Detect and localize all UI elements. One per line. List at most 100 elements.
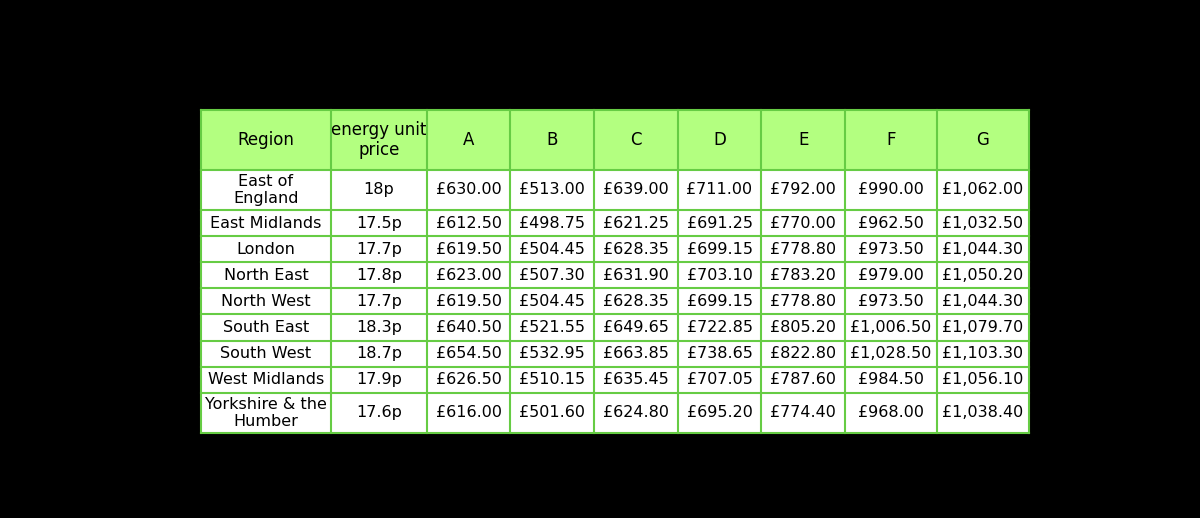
Bar xyxy=(202,110,1028,433)
Bar xyxy=(678,262,761,289)
Bar xyxy=(202,262,331,289)
Text: £973.50: £973.50 xyxy=(858,294,924,309)
Text: £513.00: £513.00 xyxy=(520,182,586,197)
Bar xyxy=(937,262,1028,289)
Text: 17.6p: 17.6p xyxy=(356,406,402,421)
Text: £498.75: £498.75 xyxy=(520,215,586,231)
Text: £1,044.30: £1,044.30 xyxy=(942,242,1024,257)
Text: 17.7p: 17.7p xyxy=(356,294,402,309)
Bar xyxy=(937,170,1028,210)
Bar xyxy=(845,393,937,433)
Text: 18.3p: 18.3p xyxy=(356,320,402,335)
Bar xyxy=(937,367,1028,393)
Bar xyxy=(427,367,510,393)
Bar xyxy=(845,210,937,236)
Bar xyxy=(845,289,937,314)
Text: £968.00: £968.00 xyxy=(858,406,924,421)
Bar xyxy=(202,289,331,314)
Text: £707.05: £707.05 xyxy=(686,372,752,387)
Bar xyxy=(331,314,427,340)
Text: £770.00: £770.00 xyxy=(770,215,836,231)
Text: East of
England: East of England xyxy=(233,174,299,206)
Text: Region: Region xyxy=(238,131,294,149)
Text: £639.00: £639.00 xyxy=(604,182,668,197)
Bar xyxy=(331,340,427,367)
Text: £1,044.30: £1,044.30 xyxy=(942,294,1024,309)
Bar xyxy=(510,367,594,393)
Text: £521.55: £521.55 xyxy=(520,320,586,335)
Bar xyxy=(845,367,937,393)
Bar xyxy=(594,262,678,289)
Text: £507.30: £507.30 xyxy=(520,268,586,283)
Bar xyxy=(510,262,594,289)
Bar xyxy=(845,314,937,340)
Bar xyxy=(678,210,761,236)
Bar xyxy=(594,367,678,393)
Bar xyxy=(761,170,845,210)
Text: Yorkshire & the
Humber: Yorkshire & the Humber xyxy=(205,397,326,429)
Text: A: A xyxy=(463,131,474,149)
Bar xyxy=(202,170,331,210)
Text: West Midlands: West Midlands xyxy=(208,372,324,387)
Bar xyxy=(202,236,331,262)
Text: £626.50: £626.50 xyxy=(436,372,502,387)
Bar xyxy=(510,393,594,433)
Text: £619.50: £619.50 xyxy=(436,242,502,257)
Bar xyxy=(331,236,427,262)
Text: 17.9p: 17.9p xyxy=(356,372,402,387)
Bar xyxy=(202,314,331,340)
Text: South West: South West xyxy=(221,346,312,361)
Text: £787.60: £787.60 xyxy=(770,372,836,387)
Text: £1,028.50: £1,028.50 xyxy=(851,346,931,361)
Text: 18p: 18p xyxy=(364,182,394,197)
Text: G: G xyxy=(977,131,989,149)
Bar xyxy=(761,340,845,367)
Bar xyxy=(845,262,937,289)
Text: £504.45: £504.45 xyxy=(520,242,586,257)
Bar xyxy=(427,289,510,314)
Text: £822.80: £822.80 xyxy=(770,346,836,361)
Text: £532.95: £532.95 xyxy=(520,346,586,361)
Text: £1,079.70: £1,079.70 xyxy=(942,320,1024,335)
Bar xyxy=(427,314,510,340)
Bar xyxy=(678,367,761,393)
Text: 18.7p: 18.7p xyxy=(356,346,402,361)
Text: D: D xyxy=(713,131,726,149)
Bar xyxy=(331,393,427,433)
Bar xyxy=(331,367,427,393)
Bar xyxy=(845,340,937,367)
Text: energy unit
price: energy unit price xyxy=(331,121,426,160)
Text: £619.50: £619.50 xyxy=(436,294,502,309)
Text: £623.00: £623.00 xyxy=(436,268,502,283)
Bar xyxy=(761,236,845,262)
Bar xyxy=(331,210,427,236)
Bar xyxy=(427,393,510,433)
Text: £691.25: £691.25 xyxy=(686,215,752,231)
Bar xyxy=(594,289,678,314)
Text: £635.45: £635.45 xyxy=(604,372,668,387)
Bar xyxy=(427,236,510,262)
Bar xyxy=(510,236,594,262)
Text: £783.20: £783.20 xyxy=(770,268,836,283)
Bar xyxy=(594,393,678,433)
Text: £778.80: £778.80 xyxy=(770,242,836,257)
Text: £649.65: £649.65 xyxy=(602,320,668,335)
Bar xyxy=(594,236,678,262)
Bar xyxy=(202,393,331,433)
Text: £973.50: £973.50 xyxy=(858,242,924,257)
Text: North East: North East xyxy=(223,268,308,283)
Text: £1,050.20: £1,050.20 xyxy=(942,268,1024,283)
Bar xyxy=(510,340,594,367)
Bar xyxy=(761,393,845,433)
Bar xyxy=(937,289,1028,314)
Text: £699.15: £699.15 xyxy=(686,242,752,257)
Bar xyxy=(937,393,1028,433)
Text: £979.00: £979.00 xyxy=(858,268,924,283)
Bar xyxy=(427,340,510,367)
Bar xyxy=(510,170,594,210)
Text: £962.50: £962.50 xyxy=(858,215,924,231)
Text: £722.85: £722.85 xyxy=(686,320,752,335)
Text: 17.8p: 17.8p xyxy=(356,268,402,283)
Text: £990.00: £990.00 xyxy=(858,182,924,197)
Bar xyxy=(331,289,427,314)
